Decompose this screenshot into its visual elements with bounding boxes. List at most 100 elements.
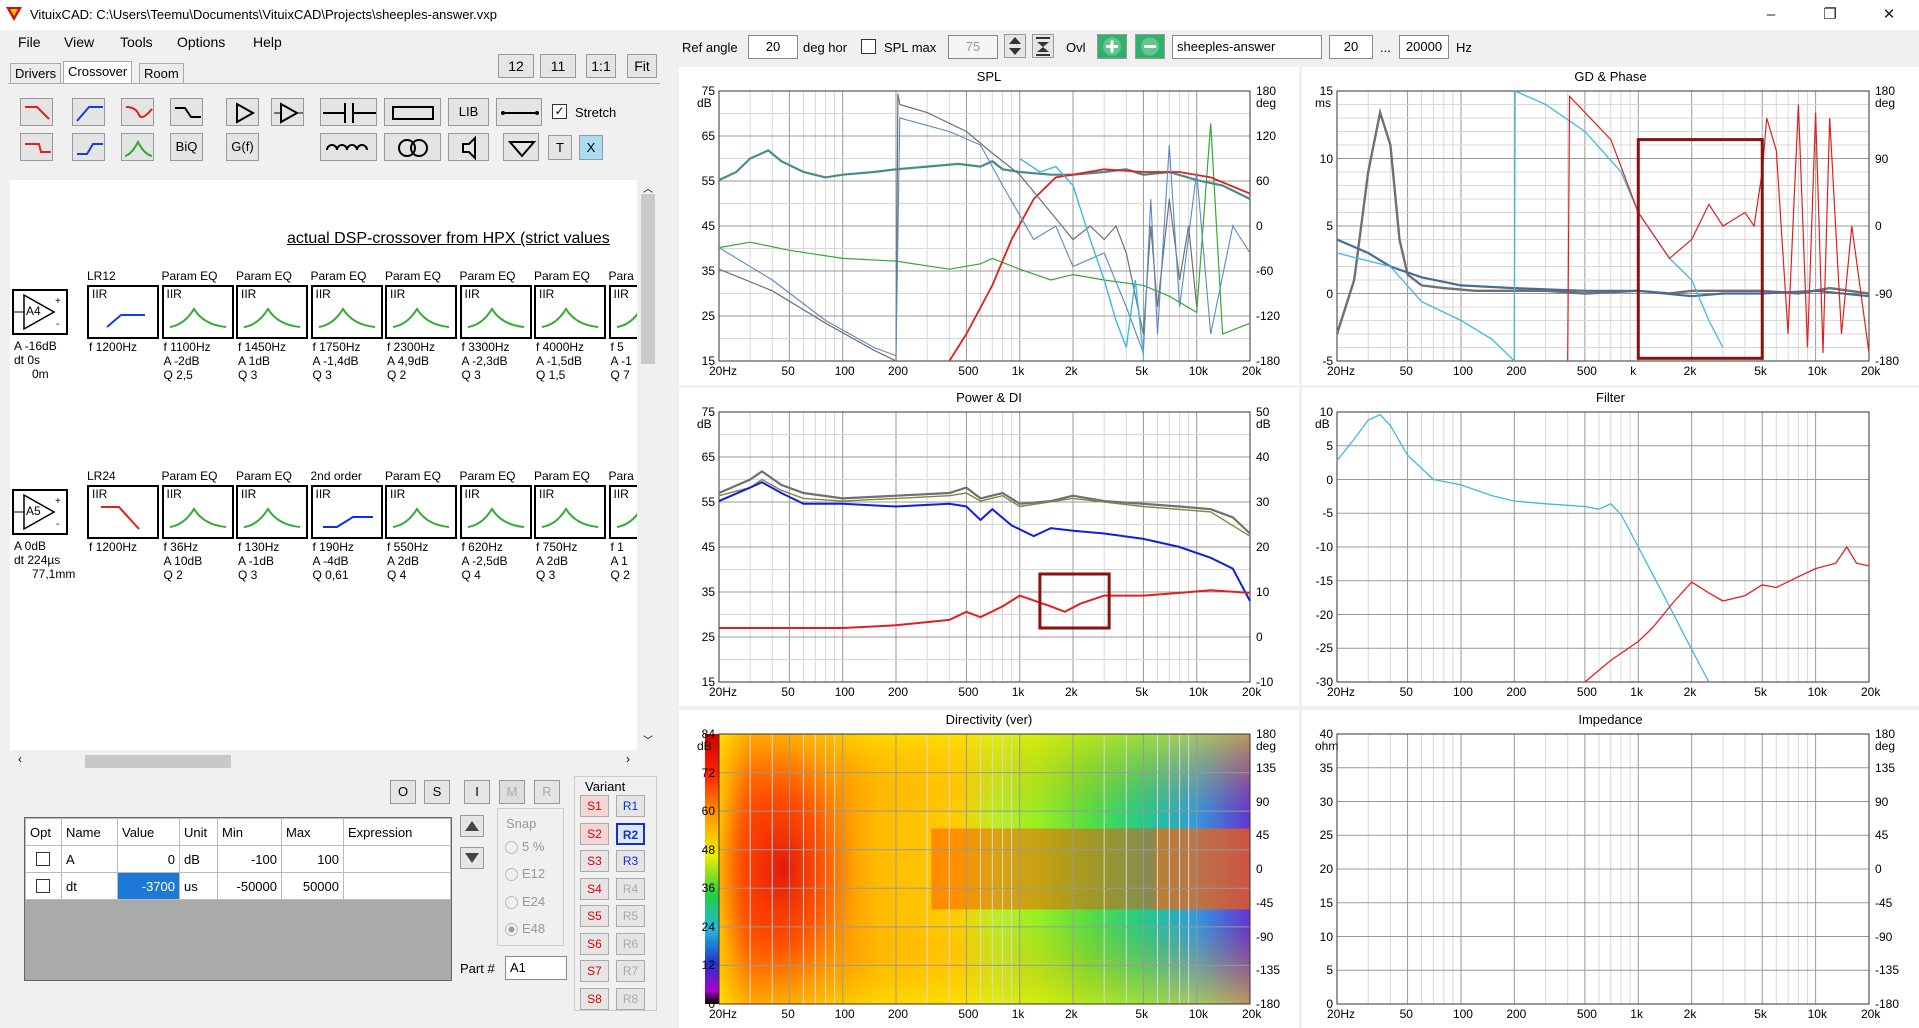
variant-r8-button[interactable]: R8 — [616, 987, 645, 1010]
biquad-button[interactable]: BiQ — [170, 133, 203, 161]
variant-r5-button[interactable]: R5 — [616, 905, 645, 927]
highpass-blue-2-icon[interactable] — [72, 133, 105, 161]
filter-block[interactable]: IIR — [236, 285, 308, 339]
resistor-icon[interactable] — [384, 98, 441, 126]
optimizer-o-button[interactable]: O — [390, 780, 416, 804]
filter-block[interactable]: IIR — [310, 285, 383, 339]
variant-r6-button[interactable]: R6 — [616, 932, 645, 955]
capacitor-icon[interactable] — [320, 98, 377, 126]
move-up-icon[interactable] — [460, 815, 484, 837]
opt-checkbox[interactable] — [25, 845, 62, 873]
filter-block[interactable]: IIR — [87, 485, 159, 539]
delete-tool-button[interactable]: X — [579, 135, 603, 160]
amp-block[interactable]: + - — [12, 489, 68, 535]
lowpass-red-icon[interactable] — [20, 98, 53, 126]
optimizer-r-button[interactable]: R — [534, 780, 560, 804]
filter-block[interactable]: IIR — [608, 285, 637, 339]
add-overlay-icon[interactable] — [1097, 34, 1127, 59]
snap-option[interactable]: 5 % — [505, 839, 544, 855]
param-max[interactable]: 50000 — [281, 872, 344, 900]
zoom-11-button[interactable]: 11 — [540, 54, 576, 78]
speaker-icon[interactable] — [448, 133, 489, 161]
variant-r3-button[interactable]: R3 — [616, 850, 645, 872]
menu-help[interactable]: Help — [253, 34, 282, 50]
table-row[interactable]: dt -3700 us -50000 50000 — [25, 872, 451, 900]
spin-updown-icon[interactable] — [1004, 34, 1026, 58]
variant-s5-button[interactable]: S5 — [580, 905, 609, 927]
minimize-button[interactable]: – — [1766, 6, 1776, 23]
param-expression[interactable] — [343, 872, 451, 900]
highpass-blue-icon[interactable] — [72, 98, 105, 126]
bandstop-red-icon[interactable] — [121, 98, 154, 126]
spin-bounds-icon[interactable] — [1032, 34, 1054, 58]
close-button[interactable]: ✕ — [1882, 6, 1896, 23]
filter-block[interactable]: IIR — [534, 485, 606, 539]
variant-s2-button[interactable]: S2 — [580, 822, 609, 845]
filter-block[interactable]: IIR — [87, 285, 159, 339]
filter-block[interactable]: IIR — [608, 485, 637, 539]
ground-icon[interactable] — [503, 133, 539, 161]
move-down-icon[interactable] — [460, 847, 484, 869]
variant-r7-button[interactable]: R7 — [616, 960, 645, 982]
variant-r2-button[interactable]: R2 — [616, 822, 645, 845]
table-row[interactable]: A 0 dB -100 100 — [25, 845, 451, 873]
text-tool-button[interactable]: T — [548, 135, 572, 160]
tab-room[interactable]: Room — [139, 63, 184, 83]
tab-drivers[interactable]: Drivers — [10, 63, 62, 83]
menu-options[interactable]: Options — [177, 34, 226, 50]
variant-s7-button[interactable]: S7 — [580, 960, 609, 982]
transfer-function-button[interactable]: G(f) — [226, 133, 259, 161]
filter-block[interactable]: IIR — [385, 485, 457, 539]
freq-high-input[interactable]: 20000 — [1399, 35, 1449, 59]
param-min[interactable]: -50000 — [217, 872, 282, 900]
param-value[interactable]: -3700 — [117, 872, 180, 900]
menu-file[interactable]: File — [18, 34, 41, 50]
freq-low-input[interactable]: 20 — [1329, 35, 1373, 59]
part-input[interactable]: A1 — [505, 956, 567, 980]
variant-s1-button[interactable]: S1 — [580, 795, 609, 817]
filter-block[interactable]: IIR — [459, 485, 532, 539]
snap-option[interactable]: E48 — [505, 921, 545, 937]
spl-chart-panel[interactable]: SPL 75 65 55 45 35 25 15 dB 180 120 60 0 -60 -120 -180 d… — [679, 67, 1299, 385]
menu-view[interactable]: View — [64, 34, 95, 50]
ref-angle-input[interactable]: 20 — [748, 35, 798, 59]
filter-block[interactable]: IIR — [310, 485, 383, 539]
zoom-fit-button[interactable]: Fit — [627, 54, 657, 78]
variant-s8-button[interactable]: S8 — [580, 987, 609, 1010]
filter-block[interactable]: IIR — [161, 485, 234, 539]
canvas-hscrollbar[interactable]: ‹ › — [10, 751, 638, 771]
spl-max-input[interactable]: 75 — [948, 35, 998, 59]
directivity-chart-panel[interactable]: Directivity (ver) 84 72 60 48 36 24 12 0 dB 180 135… — [679, 710, 1299, 1028]
opt-checkbox[interactable] — [25, 872, 62, 900]
overlay-name-input[interactable]: sheeples-answer — [1172, 35, 1322, 59]
power-di-chart-panel[interactable]: Power & DI 75 65 55 45 35 25 15 dB 50 40 30 20 10 0 -10… — [679, 388, 1299, 706]
filter-block[interactable]: IIR — [161, 285, 234, 339]
param-value[interactable]: 0 — [117, 845, 180, 873]
optimizer-m-button[interactable]: M — [499, 780, 525, 804]
variant-s6-button[interactable]: S6 — [580, 932, 609, 955]
snap-option[interactable]: E12 — [505, 866, 545, 882]
variant-s4-button[interactable]: S4 — [580, 877, 609, 900]
lowpass-red-2-icon[interactable] — [20, 133, 53, 161]
inductor-icon[interactable] — [320, 133, 377, 161]
canvas-vscrollbar[interactable]: ︿ ﹀ — [638, 180, 658, 750]
shelf-icon[interactable] — [170, 98, 203, 126]
tab-crossover[interactable]: Crossover — [63, 61, 133, 83]
variant-r4-button[interactable]: R4 — [616, 877, 645, 900]
spl-max-checkbox[interactable] — [861, 39, 876, 54]
menu-tools[interactable]: Tools — [120, 34, 153, 50]
variant-r1-button[interactable]: R1 — [616, 795, 645, 817]
filter-chart-panel[interactable]: Filter 10 5 0 -5 -10 -15 -20 -25 -30 dB 20Hz 50 100 20… — [1302, 388, 1919, 706]
schematic-canvas[interactable]: actual DSP-crossover from HPX (strict va… — [10, 180, 637, 750]
transformer-icon[interactable] — [384, 133, 441, 161]
peaking-green-icon[interactable] — [121, 133, 154, 161]
amp-block[interactable]: + - — [12, 289, 68, 335]
snap-option[interactable]: E24 — [505, 894, 545, 910]
library-button[interactable]: LIB — [448, 98, 489, 126]
remove-overlay-icon[interactable] — [1135, 34, 1165, 59]
filter-block[interactable]: IIR — [534, 285, 606, 339]
impedance-chart-panel[interactable]: Impedance 40 35 30 25 20 15 10 5 0 ohm 180 135 90 45 0-… — [1302, 710, 1919, 1028]
param-max[interactable]: 100 — [281, 845, 344, 873]
opamp-icon[interactable] — [271, 98, 304, 126]
wire-icon[interactable] — [496, 98, 542, 126]
